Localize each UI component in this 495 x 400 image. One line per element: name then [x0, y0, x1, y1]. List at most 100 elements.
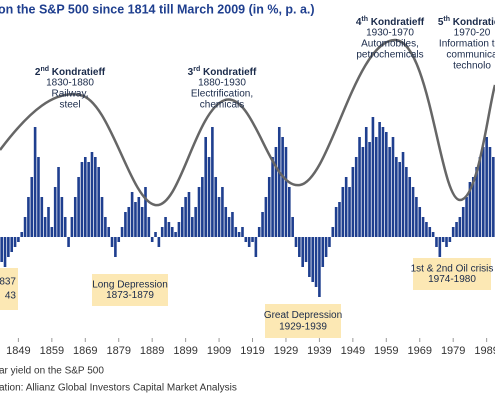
- bar: [177, 222, 181, 237]
- bar: [70, 217, 74, 237]
- wave-ordinal: 2: [35, 67, 41, 78]
- bar: [17, 237, 20, 242]
- bar: [358, 137, 361, 237]
- bar: [334, 207, 338, 237]
- bar: [90, 152, 94, 237]
- bar: [381, 127, 385, 237]
- x-tick-label: 1979: [441, 345, 465, 357]
- bar: [341, 187, 345, 237]
- x-tick-label: 1879: [106, 345, 130, 357]
- x-tick-label: 1959: [374, 345, 398, 357]
- annotation-text: 1974-1980: [428, 274, 476, 285]
- wave-detail: Railway,: [51, 89, 88, 100]
- wave-heading: 4th Kondratieff: [356, 16, 425, 28]
- bar: [104, 217, 107, 237]
- bar: [57, 167, 60, 237]
- wave-name: Kondratieff: [368, 17, 425, 28]
- bar: [475, 167, 478, 237]
- bar: [298, 237, 301, 257]
- bar: [77, 177, 80, 237]
- bar: [458, 217, 462, 237]
- footnote: ation: Allianz Global Investors Capital …: [0, 383, 237, 394]
- x-tick-label: 1889: [140, 345, 164, 357]
- bar: [418, 207, 422, 237]
- footnote: ar yield on the S&P 500: [0, 366, 104, 377]
- bar: [492, 157, 495, 237]
- bar: [217, 197, 221, 237]
- bar: [124, 212, 127, 237]
- bar: [405, 167, 408, 237]
- bar: [140, 207, 144, 237]
- bar: [465, 197, 468, 237]
- bar: [10, 237, 14, 252]
- bar: [43, 217, 47, 237]
- bar: [364, 127, 368, 237]
- bar: [311, 237, 315, 282]
- bar: [237, 232, 241, 237]
- bar: [63, 217, 67, 237]
- bar: [461, 207, 465, 237]
- bar: [241, 227, 244, 237]
- bar: [391, 137, 395, 237]
- annotation-text: 1929-1939: [279, 321, 327, 332]
- x-tick-label: 1949: [341, 345, 365, 357]
- bar: [304, 237, 308, 262]
- bar: [27, 197, 30, 237]
- wave-detail: 1970-20: [454, 28, 491, 39]
- bar: [421, 217, 425, 237]
- bar: [371, 117, 375, 237]
- wave-heading: 5th Kondratieff: [438, 16, 495, 28]
- bar: [73, 197, 77, 237]
- bar: [194, 207, 197, 237]
- bar: [110, 237, 114, 247]
- bar: [40, 197, 44, 237]
- annotation-text: 1873-1879: [106, 290, 154, 301]
- bar: [187, 192, 191, 237]
- bar: [361, 147, 365, 237]
- bar: [30, 177, 34, 237]
- bar: [224, 207, 228, 237]
- wave-name: Kondratieff: [450, 17, 495, 28]
- bar: [488, 147, 492, 237]
- chart-title: on the S&P 500 since 1814 till March 200…: [0, 2, 315, 16]
- annotation-text: 1st & 2nd Oil crisis: [411, 263, 494, 274]
- wave-detail: 1830-1880: [46, 78, 94, 89]
- bar: [277, 127, 281, 237]
- x-tick-label: 1919: [240, 345, 264, 357]
- bar: [455, 222, 458, 237]
- bar: [308, 237, 311, 277]
- annotation-text: 43: [5, 291, 17, 302]
- x-tick-label: 1899: [173, 345, 197, 357]
- wave-name: Kondratieff: [200, 67, 257, 78]
- x-tick-label: 1849: [6, 345, 30, 357]
- bar: [97, 167, 100, 237]
- bar: [170, 227, 174, 237]
- bar: [264, 197, 268, 237]
- bar: [127, 207, 131, 237]
- bar: [144, 187, 147, 237]
- bar: [227, 217, 231, 237]
- bar: [197, 187, 201, 237]
- bar: [94, 157, 97, 237]
- wave-detail: Automobiles,: [361, 39, 419, 50]
- bar: [411, 187, 415, 237]
- bar: [485, 137, 488, 237]
- bar: [184, 197, 187, 237]
- bar: [167, 222, 171, 237]
- bar: [284, 147, 288, 237]
- bar: [395, 157, 398, 237]
- bar: [294, 237, 298, 247]
- bar: [384, 132, 388, 237]
- bar: [231, 212, 234, 237]
- x-tick-label: 1859: [40, 345, 64, 357]
- bar: [174, 232, 177, 237]
- bar: [374, 137, 378, 237]
- bar: [281, 137, 284, 237]
- bar: [428, 227, 432, 237]
- bar: [201, 177, 204, 237]
- bar: [164, 217, 167, 237]
- bar: [331, 227, 335, 237]
- wave-detail: Information tec: [439, 39, 495, 50]
- wave-ordinal: 5: [438, 17, 444, 28]
